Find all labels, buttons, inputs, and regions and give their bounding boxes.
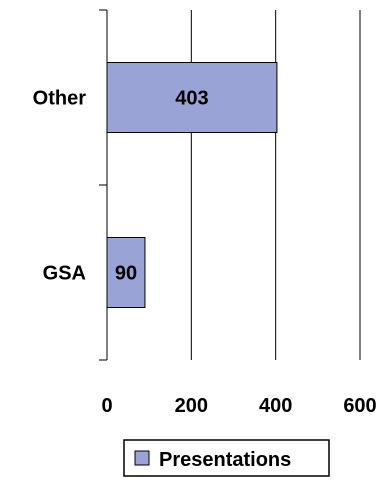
bar [106,237,146,308]
legend-label: Presentations [159,449,291,471]
axes [99,9,108,361]
x-tick-label: 0 [101,395,112,417]
data-label: 403 [175,88,208,110]
category-label: Other [33,88,87,110]
bar [106,62,278,133]
data-label: 90 [115,263,137,285]
bars [106,62,278,308]
x-tick-label: 200 [175,395,208,417]
x-tick-label: 400 [259,395,292,417]
legend: Presentations [123,439,330,477]
labels: 0 200 400 600 403 Other 90 GSA [33,88,377,418]
legend-box [123,439,330,477]
x-tick-label: 600 [343,395,376,417]
category-label: GSA [43,263,86,285]
legend-swatch [134,450,150,466]
